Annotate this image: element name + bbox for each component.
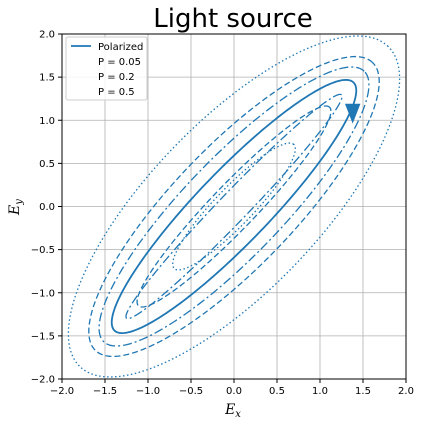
series-p-0-5-inner	[172, 142, 296, 271]
x-tick-label: 0.0	[226, 386, 242, 397]
x-tick-label: 1.0	[312, 386, 328, 397]
x-tick-label: −1.0	[136, 386, 160, 397]
y-axis-label-sub: y	[14, 199, 25, 206]
chart-title: Light source	[153, 4, 313, 34]
y-tick-label: −1.5	[31, 331, 55, 342]
x-tick-label: 1.5	[355, 386, 371, 397]
legend-label-p02: P = 0.2	[98, 72, 135, 83]
x-tick-label: 2.0	[398, 386, 414, 397]
legend-label-p005: P = 0.05	[98, 57, 141, 68]
series-p-0-2-inner	[125, 93, 343, 320]
y-tick-label: 0.0	[39, 202, 55, 213]
legend: Polarized P = 0.05 P = 0.2 P = 0.5	[65, 36, 148, 101]
x-axis-label: Ex	[224, 402, 241, 420]
y-tick-label: 0.5	[39, 159, 55, 170]
y-tick-label: −1.0	[31, 288, 55, 299]
x-tick-label: −2.0	[50, 386, 74, 397]
series-layer	[67, 35, 401, 378]
series-p-0-5-outer	[67, 35, 401, 378]
legend-label-polarized: Polarized	[98, 42, 143, 53]
legend-label-p05: P = 0.5	[98, 87, 135, 98]
y-axis-label: Ey	[7, 199, 25, 216]
legend-box	[65, 36, 148, 101]
ticks: −2.0 −1.5 −1.0 −0.5 0.0 0.5 1.0 1.5 2.0 −2.0 −1.5 −…	[31, 30, 414, 398]
polarized-direction-arrow	[344, 103, 361, 124]
series-p-0-2-outer	[98, 66, 370, 347]
y-axis-label-main: E	[7, 205, 23, 216]
x-tick-label: 0.5	[269, 386, 285, 397]
x-tick-label: −1.5	[93, 386, 117, 397]
x-axis-label-main: E	[224, 402, 235, 418]
series-polarized-main	[110, 78, 358, 335]
y-tick-label: 2.0	[39, 30, 55, 41]
y-tick-label: 1.5	[39, 73, 55, 84]
series-p-0-05-outer	[88, 55, 380, 358]
y-tick-label: −2.0	[31, 375, 55, 386]
x-axis-label-sub: x	[235, 409, 241, 420]
y-tick-label: 1.0	[39, 116, 55, 127]
series-p-0-05-inner	[136, 105, 332, 308]
x-tick-label: −0.5	[179, 386, 203, 397]
y-tick-label: −0.5	[31, 245, 55, 256]
